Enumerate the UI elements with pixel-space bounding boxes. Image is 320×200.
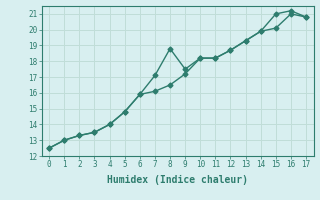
X-axis label: Humidex (Indice chaleur): Humidex (Indice chaleur) — [107, 175, 248, 185]
